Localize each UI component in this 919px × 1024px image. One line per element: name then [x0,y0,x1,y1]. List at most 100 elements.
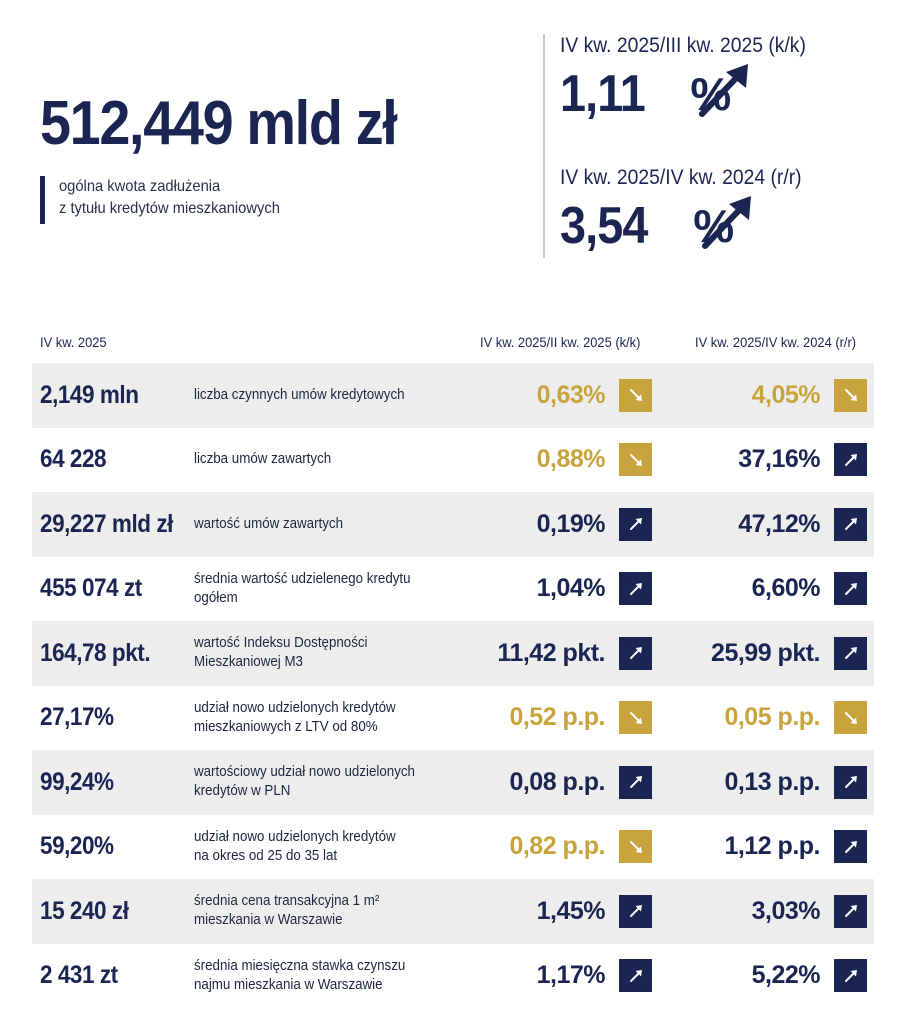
arrow-down-right-icon [629,453,642,466]
change-rr-block: IV kw. 2025/IV kw. 2024 (r/r) 3,54 % [560,166,823,256]
rr-change-value: 6,60% [751,574,821,603]
row-label-line: udział nowo udzielonych kredytów [194,699,396,716]
kk-change-value: 0,63% [536,380,606,409]
trend-down-badge [619,443,652,477]
header-divider [543,34,545,258]
row-label: liczba umów zawartych [194,450,424,469]
table-row: 59,20% udział nowo udzielonych kredytów n… [32,815,874,880]
kk-change-value: 11,42 pkt. [497,638,605,667]
row-rr-change: 25,99 pkt. [711,636,867,670]
metrics-table: 2,149 mln liczba czynnych umów kredytowy… [32,363,874,1008]
row-value: 59,20% [40,832,114,861]
kk-change-value: 1,04% [536,574,606,603]
trend-down-badge [619,378,652,412]
trend-down-badge [834,701,867,735]
trend-down-badge [834,378,867,412]
table-row: 164,78 pkt. wartość Indeksu Dostępności M… [32,621,874,686]
arrow-down-right-icon [629,389,642,402]
header-period: IV kw. 2025 [40,334,107,350]
trend-up-badge [834,507,867,541]
header-rr: IV kw. 2025/IV kw. 2024 (r/r) [695,334,857,350]
table-row: 15 240 zł średnia cena transakcyjna 1 m²… [32,879,874,944]
arrow-up-right-icon [844,647,857,660]
row-value: 29,227 mld zł [40,509,173,538]
total-debt-amount: 512,449 mld zł [40,89,398,158]
row-label: średnia wartość udzielenego kredytu ogółe… [194,570,424,608]
row-kk-change: 0,19% [537,507,652,541]
arrow-up-right-icon [844,582,857,595]
row-label-line: wartościowy udział nowo udzielonych [194,764,415,781]
arrow-down-right-icon [844,389,857,402]
kk-change-value: 0,08 p.p. [509,767,605,796]
row-label: wartościowy udział nowo udzielonych kredy… [194,763,424,801]
trend-up-badge [834,765,867,799]
caption-text: ogólna kwota zadłużenia z tytułu kredytó… [59,176,280,224]
arrow-up-right-icon [702,196,752,249]
arrow-up-right-icon [629,647,642,660]
row-kk-change: 0,63% [536,378,652,412]
rr-change-value: 0,13 p.p. [724,767,820,796]
row-kk-change: 0,08 p.p. [509,765,652,799]
arrow-up-right-icon [629,905,642,918]
row-label-line: liczba umów zawartych [194,451,332,468]
rr-change-value: 0,05 p.p. [724,703,820,732]
row-rr-change: 4,05% [751,378,867,412]
trend-up-badge [619,636,652,670]
row-rr-change: 47,12% [738,507,867,541]
row-label: wartość umów zawartych [194,515,424,534]
row-label-line: ogółem [194,589,238,606]
arrow-up-right-icon [844,776,857,789]
trend-up-badge [619,894,652,928]
kk-change-value: 0,52 p.p. [509,703,605,732]
row-label-line: kredytów w PLN [194,783,291,800]
row-label: udział nowo udzielonych kredytów mieszkan… [194,699,424,737]
trend-up-badge [619,572,652,606]
table-row: 455 074 zt średnia wartość udzielenego k… [32,557,874,622]
change-kk-label: IV kw. 2025/III kw. 2025 (k/k) [560,34,806,57]
change-rr-label: IV kw. 2025/IV kw. 2024 (r/r) [560,166,802,189]
arrow-up-right-icon [629,582,642,595]
change-rr-value: 3,54 [560,197,648,255]
caption-line: z tytułu kredytów mieszkaniowych [59,200,280,217]
arrow-down-right-icon [629,840,642,853]
caption-accent-bar [40,176,45,224]
row-value: 164,78 pkt. [40,638,151,667]
row-rr-change: 0,13 p.p. [724,765,867,799]
row-value: 64 228 [40,445,107,474]
caption-line: ogólna kwota zadłużenia [59,178,221,195]
kk-change-value: 1,17% [536,961,606,990]
arrow-up-right-icon [844,905,857,918]
row-label-line: średnia miesięczna stawka czynszu [194,957,406,974]
row-kk-change: 1,45% [537,894,652,928]
rr-change-value: 4,05% [751,380,821,409]
row-value: 2,149 mln [40,380,139,409]
row-label-line: liczba czynnych umów kredytowych [194,386,405,403]
row-kk-change: 1,04% [536,572,652,606]
change-kk-value: 1,11 [560,65,646,123]
row-value: 27,17% [40,703,114,732]
trend-up-badge [619,507,652,541]
arrow-up-right-icon [629,969,642,982]
row-rr-change: 3,03% [751,894,867,928]
row-label-line: mieszkania w Warszawie [194,912,343,929]
row-kk-change: 11,42 pkt. [497,636,652,670]
rr-change-value: 37,16% [738,445,820,474]
trend-up-badge [834,959,867,993]
row-label: wartość Indeksu Dostępności Mieszkaniowej… [194,634,424,672]
row-value: 455 074 zt [40,574,142,603]
row-label-line: wartość umów zawartych [194,515,344,532]
row-kk-change: 0,82 p.p. [509,830,652,864]
row-rr-change: 6,60% [751,572,867,606]
row-kk-change: 1,17% [536,959,652,993]
trend-up-badge [834,830,867,864]
row-label: liczba czynnych umów kredytowych [194,386,424,405]
rr-change-value: 3,03% [751,896,821,925]
row-rr-change: 37,16% [738,443,867,477]
row-label-line: wartość Indeksu Dostępności [194,635,368,652]
rr-change-value: 25,99 pkt. [711,638,820,667]
row-label-line: mieszkaniowych z LTV od 80% [194,718,378,735]
row-value: 2 431 zt [40,961,118,990]
table-row: 27,17% udział nowo udzielonych kredytów m… [32,686,874,751]
row-label-line: średnia cena transakcyjna 1 m² [194,893,380,910]
kk-change-value: 0,82 p.p. [509,832,605,861]
